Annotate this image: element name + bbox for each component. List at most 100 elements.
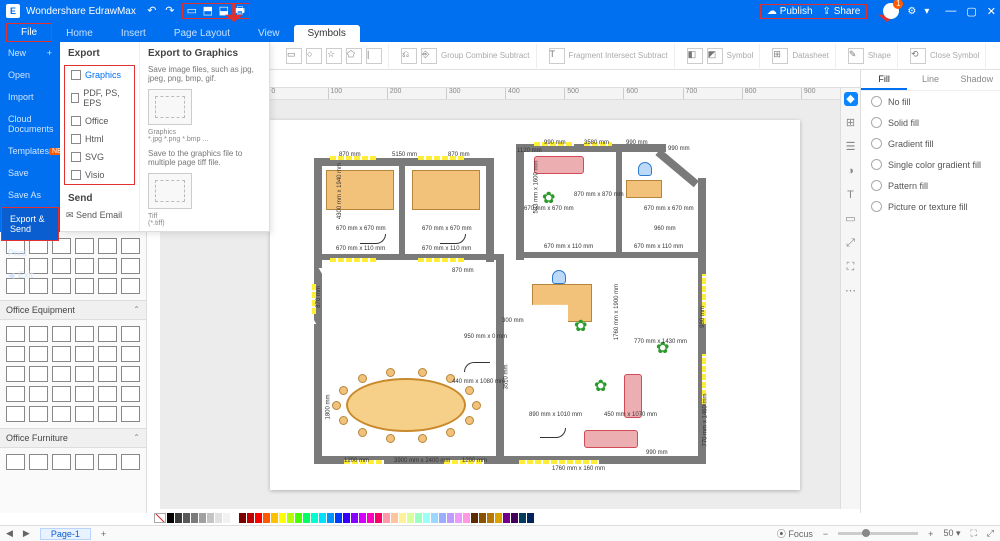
shape-stencil[interactable] bbox=[52, 454, 71, 470]
shape-stencil[interactable] bbox=[75, 454, 94, 470]
color-swatch[interactable] bbox=[463, 513, 470, 523]
ribbon-tool[interactable]: ⎆ bbox=[421, 48, 437, 64]
shape-stencil[interactable] bbox=[98, 278, 117, 294]
shape-stencil[interactable] bbox=[75, 386, 94, 402]
props-tab-shadow[interactable]: Shadow bbox=[954, 70, 1000, 90]
props-tab-line[interactable]: Line bbox=[907, 70, 953, 90]
shape-stencil[interactable] bbox=[29, 454, 48, 470]
shape-stencil[interactable] bbox=[75, 406, 94, 422]
file-new[interactable]: New+ bbox=[0, 42, 60, 64]
shape-stencil[interactable] bbox=[121, 346, 140, 362]
fill-option[interactable]: Picture or texture fill bbox=[861, 196, 1000, 217]
export-opt-office[interactable]: Office bbox=[65, 112, 134, 130]
shape-stencil[interactable] bbox=[29, 406, 48, 422]
color-swatch[interactable] bbox=[231, 513, 238, 523]
shape-stencil[interactable] bbox=[98, 366, 117, 382]
ribbon-tool[interactable]: ◧ bbox=[687, 48, 703, 64]
meeting-chair[interactable] bbox=[418, 368, 427, 377]
shape-stencil[interactable] bbox=[6, 386, 25, 402]
color-swatch[interactable] bbox=[439, 513, 446, 523]
color-swatch[interactable] bbox=[343, 513, 350, 523]
meeting-chair[interactable] bbox=[358, 374, 367, 383]
color-swatch[interactable] bbox=[175, 513, 182, 523]
shape-stencil[interactable] bbox=[29, 326, 48, 342]
shape-stencil[interactable] bbox=[98, 238, 117, 254]
color-swatch[interactable] bbox=[351, 513, 358, 523]
export-opt-visio[interactable]: Visio bbox=[65, 166, 134, 184]
color-swatch[interactable] bbox=[375, 513, 382, 523]
color-swatch[interactable] bbox=[399, 513, 406, 523]
right-tool[interactable]: T bbox=[844, 188, 858, 202]
color-swatch[interactable] bbox=[359, 513, 366, 523]
ribbon-tool[interactable]: ▭ bbox=[286, 48, 302, 64]
file-save-as[interactable]: Save As bbox=[0, 184, 60, 206]
shape-stencil[interactable] bbox=[121, 278, 140, 294]
fit-page-icon[interactable]: ⛶ bbox=[970, 528, 976, 539]
menu-symbols[interactable]: Symbols bbox=[294, 25, 360, 42]
ribbon-tool[interactable]: | bbox=[366, 48, 382, 64]
color-swatch[interactable] bbox=[479, 513, 486, 523]
ribbon-tool[interactable]: ☆ bbox=[326, 48, 342, 64]
plant-icon[interactable]: ✿ bbox=[574, 320, 590, 336]
shape-stencil[interactable] bbox=[75, 258, 94, 274]
export-opt-html[interactable]: Html bbox=[65, 130, 134, 148]
color-swatch[interactable] bbox=[223, 513, 230, 523]
next-page-icon[interactable]: ▶ bbox=[23, 528, 30, 539]
fill-option[interactable]: Gradient fill bbox=[861, 133, 1000, 154]
door[interactable] bbox=[360, 234, 386, 244]
shape-stencil[interactable] bbox=[52, 346, 71, 362]
export-opt-svg[interactable]: SVG bbox=[65, 148, 134, 166]
color-swatch[interactable] bbox=[447, 513, 454, 523]
zoom-in-icon[interactable]: + bbox=[928, 529, 933, 539]
meeting-chair[interactable] bbox=[386, 434, 395, 443]
export-opt-graphics[interactable]: Graphics bbox=[65, 66, 134, 84]
office-chair[interactable] bbox=[552, 270, 566, 284]
right-tool[interactable]: ⤢ bbox=[844, 236, 858, 250]
fill-option[interactable]: Pattern fill bbox=[861, 175, 1000, 196]
shape-stencil[interactable] bbox=[121, 326, 140, 342]
desk[interactable] bbox=[412, 170, 480, 210]
color-swatch[interactable] bbox=[415, 513, 422, 523]
fill-option[interactable]: No fill bbox=[861, 91, 1000, 112]
shape-stencil[interactable] bbox=[52, 326, 71, 342]
color-swatch[interactable] bbox=[367, 513, 374, 523]
color-swatch[interactable] bbox=[295, 513, 302, 523]
file-print[interactable]: Print bbox=[0, 242, 60, 264]
meeting-chair[interactable] bbox=[339, 416, 348, 425]
shape-stencil[interactable] bbox=[98, 326, 117, 342]
color-swatch[interactable] bbox=[407, 513, 414, 523]
export-opt-pdf-ps-eps[interactable]: PDF, PS, EPS bbox=[65, 84, 134, 112]
meeting-chair[interactable] bbox=[446, 428, 455, 437]
settings-icon[interactable]: ⚙ bbox=[907, 6, 916, 17]
color-swatch[interactable] bbox=[319, 513, 326, 523]
props-tab-fill[interactable]: Fill bbox=[861, 70, 907, 90]
shape-stencil[interactable] bbox=[75, 326, 94, 342]
color-swatch[interactable] bbox=[207, 513, 214, 523]
shape-stencil[interactable] bbox=[98, 346, 117, 362]
fullscreen-icon[interactable]: ⤢ bbox=[987, 528, 994, 539]
ribbon-tool[interactable]: ⬠ bbox=[346, 48, 362, 64]
ribbon-tool[interactable]: ○ bbox=[306, 48, 322, 64]
shape-stencil[interactable] bbox=[75, 278, 94, 294]
shape-stencil[interactable] bbox=[6, 346, 25, 362]
color-swatch[interactable] bbox=[191, 513, 198, 523]
shape-stencil[interactable] bbox=[75, 238, 94, 254]
color-swatch[interactable] bbox=[519, 513, 526, 523]
color-swatch[interactable] bbox=[471, 513, 478, 523]
desk[interactable] bbox=[626, 180, 662, 198]
right-tool[interactable]: ⊞ bbox=[844, 116, 858, 130]
meeting-chair[interactable] bbox=[386, 368, 395, 377]
file-exit[interactable]: Exit bbox=[0, 264, 60, 286]
fill-option[interactable]: Solid fill bbox=[861, 112, 1000, 133]
help-dropdown-icon[interactable]: ▾ bbox=[924, 6, 929, 17]
ribbon-tool[interactable]: T bbox=[549, 48, 565, 64]
fill-option[interactable]: Single color gradient fill bbox=[861, 154, 1000, 175]
no-color-swatch[interactable] bbox=[154, 513, 166, 523]
add-page-icon[interactable]: + bbox=[101, 529, 106, 539]
shape-stencil[interactable] bbox=[121, 386, 140, 402]
meeting-chair[interactable] bbox=[465, 416, 474, 425]
shape-stencil[interactable] bbox=[75, 346, 94, 362]
ribbon-tool[interactable]: ⟲ bbox=[910, 48, 926, 64]
meeting-chair[interactable] bbox=[418, 434, 427, 443]
tiff-thumb[interactable] bbox=[148, 173, 192, 209]
